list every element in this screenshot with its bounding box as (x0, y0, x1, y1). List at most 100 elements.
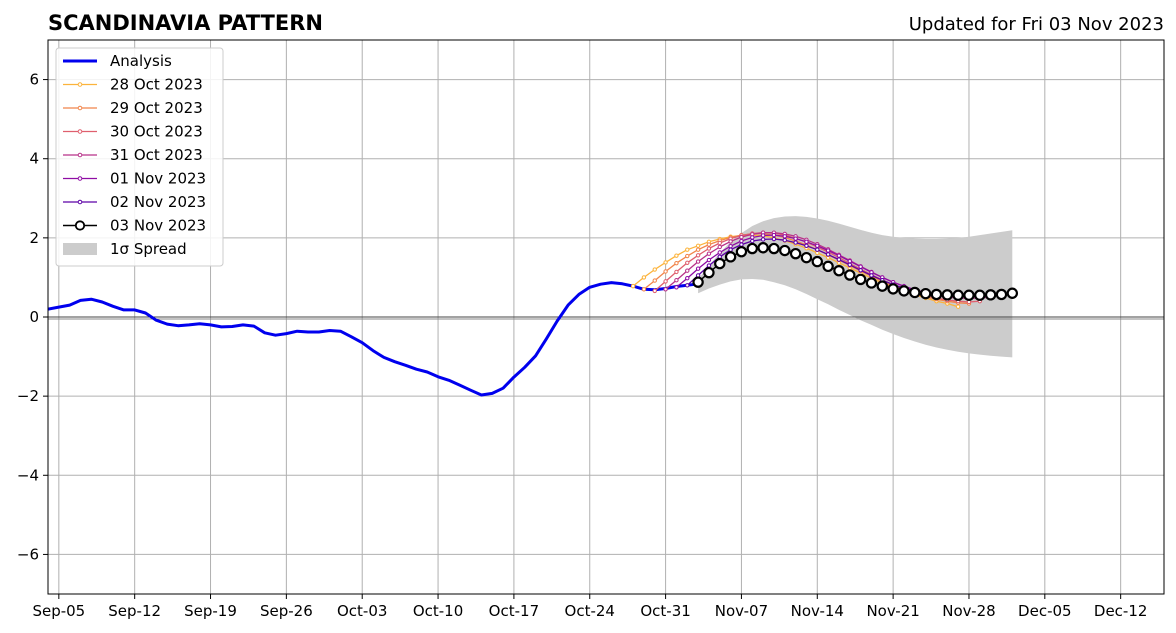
data-point (804, 243, 809, 248)
x-tick-label: Oct-17 (489, 602, 539, 620)
data-point (833, 265, 845, 277)
data-point (771, 236, 777, 242)
data-point (652, 288, 657, 294)
data-point (793, 236, 798, 241)
legend-label: 03 Nov 2023 (110, 217, 206, 235)
data-point (815, 243, 820, 248)
legend-marker (77, 129, 83, 134)
y-axis-ticks: −6 −4 −2 0 2 4 6 (17, 71, 48, 563)
data-point (1006, 287, 1019, 299)
x-tick-label: Dec-05 (1018, 602, 1072, 620)
legend-marker (77, 199, 83, 205)
legend-label: 02 Nov 2023 (110, 193, 206, 211)
data-point (739, 242, 744, 247)
data-point (955, 304, 961, 309)
data-point (663, 260, 668, 265)
legend-entry-30-oct-2023: 30 Oct 2023 (63, 123, 203, 141)
data-point (735, 246, 748, 258)
data-point (695, 243, 701, 248)
data-point (685, 247, 690, 252)
data-point (674, 260, 679, 266)
data-point (746, 242, 758, 255)
data-point (685, 260, 690, 265)
data-point (836, 253, 842, 258)
data-point (768, 242, 780, 255)
legend-label: 30 Oct 2023 (110, 123, 203, 141)
data-point (641, 287, 647, 292)
plot-area (48, 216, 1164, 397)
data-point (663, 287, 668, 292)
data-point (865, 277, 878, 289)
legend-marker (77, 82, 83, 87)
data-point (706, 257, 712, 263)
data-point (822, 260, 834, 273)
data-point (706, 246, 712, 251)
legend-entry-analysis: Analysis (63, 52, 172, 70)
data-point (825, 252, 831, 257)
data-point (941, 289, 954, 301)
data-point (760, 237, 766, 242)
legend-entry-1-spread: 1σ Spread (63, 240, 187, 258)
data-point (728, 247, 733, 252)
x-tick-label: Sep-19 (184, 602, 237, 620)
data-point (703, 266, 715, 279)
data-point (750, 238, 755, 244)
data-point (800, 251, 813, 264)
data-point (685, 253, 690, 259)
legend-entry-03-nov-2023: 03 Nov 2023 (63, 217, 206, 235)
data-point (815, 247, 820, 252)
x-tick-label: Oct-10 (413, 602, 463, 620)
data-point (876, 280, 888, 292)
chart-subtitle: Updated for Fri 03 Nov 2023 (909, 14, 1164, 35)
data-point (695, 247, 701, 252)
data-point (887, 283, 899, 295)
data-point (739, 238, 744, 244)
data-point (674, 253, 679, 258)
x-tick-label: Sep-05 (32, 602, 85, 620)
data-point (663, 269, 668, 274)
series-03-nov-2023 (692, 242, 1019, 301)
data-point (706, 263, 712, 268)
data-point (952, 289, 964, 301)
x-tick-label: Sep-12 (108, 602, 161, 620)
data-point (771, 232, 777, 238)
legend-entry-02-nov-2023: 02 Nov 2023 (63, 193, 206, 211)
legend-label: 31 Oct 2023 (110, 146, 203, 164)
data-point (739, 234, 744, 240)
legend-label: 29 Oct 2023 (110, 99, 203, 117)
data-point (793, 240, 798, 245)
legend-entry-28-oct-2023: 28 Oct 2023 (63, 76, 203, 94)
zero-line-layer (48, 316, 1164, 320)
x-tick-label: Nov-14 (791, 602, 844, 620)
data-point (685, 268, 690, 273)
x-axis-ticks: Sep-05 Sep-12 Sep-19 Sep-26 Oct-03 Oct-10 Oct-… (32, 594, 1147, 620)
spread-layer (698, 216, 1013, 358)
data-point (782, 238, 787, 243)
data-point (717, 244, 722, 250)
data-point (844, 269, 856, 281)
data-point (811, 255, 823, 268)
legend-entry-31-oct-2023: 31 Oct 2023 (63, 146, 203, 164)
data-point (717, 250, 722, 255)
data-point (963, 289, 975, 301)
x-tick-label: Oct-03 (337, 602, 387, 620)
spread-band (698, 216, 1013, 358)
x-tick-label: Sep-26 (260, 602, 313, 620)
data-point (630, 283, 636, 289)
data-point (674, 285, 679, 290)
x-tick-label: Nov-28 (942, 602, 995, 620)
legend-label: 1σ Spread (110, 240, 187, 258)
chart-title: SCANDINAVIA PATTERN (48, 11, 323, 35)
data-point (717, 240, 722, 246)
x-tick-label: Nov-21 (866, 602, 919, 620)
data-point (858, 264, 863, 269)
data-point (692, 276, 704, 288)
data-point (695, 259, 701, 264)
data-point (674, 277, 679, 283)
data-point (919, 287, 932, 300)
data-point (663, 279, 668, 284)
legend-label: 28 Oct 2023 (110, 76, 203, 94)
data-point (706, 242, 712, 247)
data-point (869, 273, 874, 278)
y-tick-label: 4 (29, 150, 39, 168)
